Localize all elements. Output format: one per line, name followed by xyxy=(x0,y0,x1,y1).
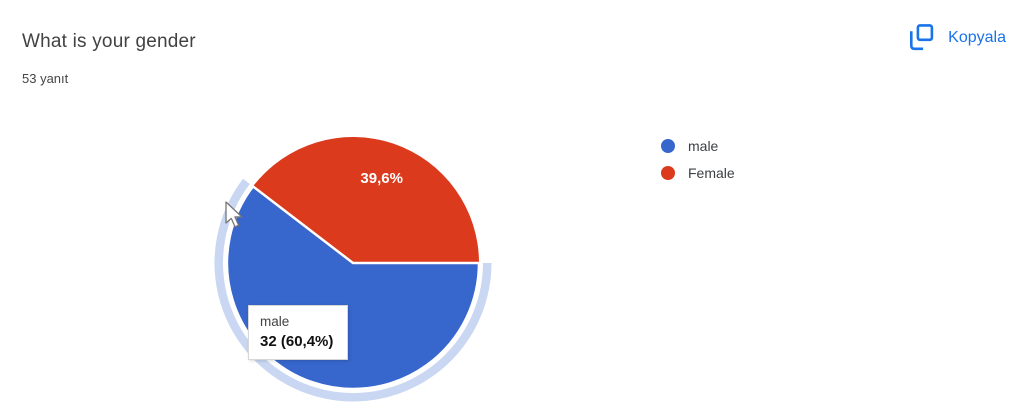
copy-button[interactable]: Kopyala xyxy=(905,22,1010,53)
response-count: 53 yanıt xyxy=(22,71,69,86)
legend-label-male: male xyxy=(688,138,719,154)
chart-legend: male Female xyxy=(661,138,735,192)
pie-chart[interactable]: 39,6% xyxy=(210,120,500,408)
copy-button-label: Kopyala xyxy=(948,28,1006,46)
legend-item-male: male xyxy=(661,138,735,154)
mouse-cursor-icon xyxy=(225,201,243,228)
copy-icon xyxy=(910,24,934,51)
legend-label-female: Female xyxy=(688,165,735,181)
question-title: What is your gender xyxy=(22,31,196,52)
chart-tooltip: male 32 (60,4%) xyxy=(248,305,348,360)
slice-label: 39,6% xyxy=(360,170,403,187)
pie-slice-female[interactable] xyxy=(252,137,479,263)
legend-item-female: Female xyxy=(661,165,735,181)
tooltip-value: 32 (60,4%) xyxy=(260,333,334,350)
legend-swatch-female xyxy=(661,166,675,180)
tooltip-category: male xyxy=(260,314,290,329)
legend-swatch-male xyxy=(661,139,675,153)
